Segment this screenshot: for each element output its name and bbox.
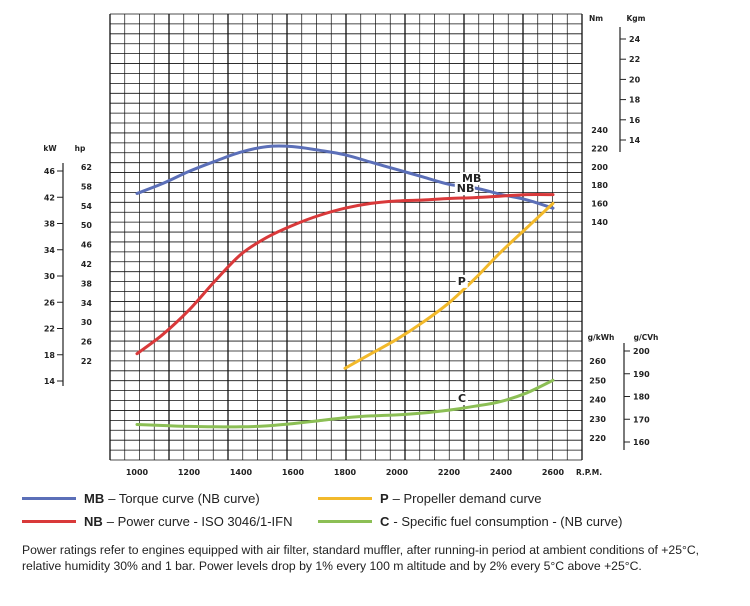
gkwh-tick-label: 230: [589, 415, 606, 424]
axis-unit-kw: kW: [43, 144, 57, 153]
gkwh-tick-label: 240: [589, 396, 606, 405]
gcvh-tick-label: 190: [633, 370, 650, 379]
grid: [109, 13, 583, 461]
kw-tick-label: 14: [44, 377, 56, 386]
engine-performance-chart: 1000 1200 1400 1600 1800 2000 2200 2400 2600 R.P.…: [43, 13, 659, 477]
hp-tick-label: 22: [81, 357, 92, 366]
kw-tick-label: 38: [44, 220, 56, 229]
hp-tick-label: 38: [81, 279, 93, 288]
kw-tick-label: 34: [44, 246, 56, 255]
gcvh-tick-label: 180: [633, 393, 650, 402]
x-tick-label: 1800: [334, 468, 357, 477]
kw-tick-label: 18: [44, 351, 56, 360]
legend-text-nb: – Power curve - ISO 3046/1-IFN: [106, 514, 293, 529]
legend-item-nb: NB – Power curve - ISO 3046/1-IFN: [22, 514, 292, 529]
hp-tick-label: 42: [81, 260, 92, 269]
series-line-nb: [135, 193, 555, 356]
x-tick-label: 1400: [230, 468, 253, 477]
kgm-tick-label: 22: [629, 55, 640, 64]
legend-code-c: C: [380, 514, 390, 529]
kw-tick-label: 42: [44, 193, 55, 202]
axis-unit-nm: Nm: [589, 14, 603, 23]
nm-tick-label: 140: [591, 218, 608, 227]
series-label-bg-mb: [460, 172, 480, 186]
kw-tick-label: 26: [44, 298, 56, 307]
hp-tick-label: 26: [81, 338, 93, 347]
hp-tick-label: 30: [81, 318, 93, 327]
legend-swatch-p: [318, 497, 372, 500]
kw-tick-label: 22: [44, 325, 55, 334]
series-label-p: P: [458, 275, 466, 288]
series-label-c: C: [458, 392, 466, 405]
series-line-mb: [135, 144, 555, 210]
axis-unit-gkwh: g/kWh: [588, 333, 615, 342]
gcvh-tick-label: 200: [633, 347, 650, 356]
legend-text-c: - Specific fuel consumption - (NB curve): [393, 514, 623, 529]
hp-tick-label: 58: [81, 182, 93, 191]
x-tick-label: 1600: [282, 468, 305, 477]
legend-swatch-nb: [22, 520, 76, 523]
nm-tick-label: 220: [591, 144, 608, 153]
gkwh-tick-label: 250: [589, 376, 606, 385]
nm-tick-label: 240: [591, 126, 608, 135]
legend-swatch-c: [318, 520, 372, 523]
kw-tick-label: 30: [44, 272, 56, 281]
gkwh-tick-label: 220: [589, 434, 606, 443]
gcvh-tick-label: 160: [633, 438, 650, 447]
legend-code-nb: NB: [84, 514, 103, 529]
hp-tick-label: 34: [81, 299, 93, 308]
hp-tick-label: 62: [81, 163, 92, 172]
hp-tick-label: 54: [81, 202, 93, 211]
series-label-mb: MB: [462, 172, 481, 185]
x-tick-label: 2400: [490, 468, 513, 477]
legend-code-p: P: [380, 491, 389, 506]
kgm-tick-label: 20: [629, 75, 641, 84]
legend-item-mb: MB – Torque curve (NB curve): [22, 491, 260, 506]
axis-unit-hp: hp: [75, 144, 86, 153]
kgm-tick-label: 14: [629, 136, 641, 145]
x-tick-label: 2000: [386, 468, 409, 477]
axis-unit-kgm: Kgm: [627, 14, 646, 23]
kgm-tick-label: 24: [629, 35, 641, 44]
legend-text-mb: – Torque curve (NB curve): [108, 491, 260, 506]
hp-tick-label: 46: [81, 241, 93, 250]
x-tick-label: 2600: [542, 468, 565, 477]
legend-item-p: P – Propeller demand curve: [318, 491, 542, 506]
footnote: Power ratings refer to engines equipped …: [22, 543, 700, 573]
series-label-bg-nb: [454, 182, 475, 196]
x-axis-label: R.P.M.: [576, 468, 602, 477]
kgm-tick-label: 18: [629, 96, 641, 105]
legend-code-mb: MB: [84, 491, 105, 506]
nm-tick-label: 180: [591, 181, 608, 190]
hp-tick-label: 50: [81, 221, 93, 230]
series-label-bg-c: [456, 392, 468, 406]
kgm-tick-label: 16: [629, 116, 641, 125]
legend-swatch-mb: [22, 497, 76, 500]
gcvh-tick-label: 170: [633, 415, 650, 424]
nm-tick-label: 160: [591, 200, 608, 209]
kw-tick-label: 46: [44, 167, 56, 176]
nm-tick-label: 200: [591, 163, 608, 172]
series-line-c: [135, 378, 555, 429]
x-tick-label: 1200: [178, 468, 201, 477]
gkwh-tick-label: 260: [589, 357, 606, 366]
legend-item-c: C - Specific fuel consumption - (NB curv…: [318, 514, 622, 529]
series-label-bg-p: [455, 274, 468, 288]
axis-unit-gcvh: g/CVh: [634, 333, 659, 342]
x-tick-label: 1000: [126, 468, 149, 477]
series-line-p: [343, 201, 555, 370]
x-tick-label: 2200: [438, 468, 461, 477]
series-label-nb: NB: [457, 182, 475, 195]
legend-text-p: – Propeller demand curve: [392, 491, 542, 506]
